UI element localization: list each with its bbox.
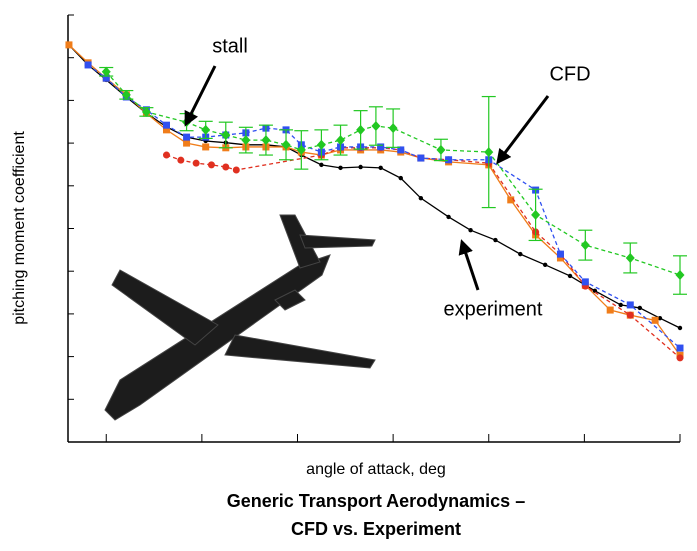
point bbox=[678, 326, 682, 330]
point bbox=[65, 41, 72, 48]
point bbox=[677, 354, 684, 361]
x-axis-label: angle of attack, deg bbox=[306, 461, 446, 478]
point bbox=[163, 152, 170, 159]
annotation: stall bbox=[212, 35, 248, 57]
point bbox=[419, 196, 423, 200]
point bbox=[389, 123, 398, 133]
point bbox=[626, 253, 635, 263]
point bbox=[371, 121, 380, 131]
point bbox=[543, 263, 547, 267]
point bbox=[557, 251, 564, 258]
point bbox=[163, 122, 170, 129]
point bbox=[518, 252, 522, 256]
point bbox=[193, 160, 200, 167]
annotation: CFD bbox=[549, 63, 590, 85]
stabilizer bbox=[300, 235, 375, 248]
point bbox=[676, 270, 685, 280]
point bbox=[652, 317, 659, 324]
chart: angle of attack, deg pitching moment coe… bbox=[0, 0, 697, 551]
point bbox=[377, 143, 384, 150]
point bbox=[484, 147, 493, 157]
point bbox=[338, 166, 342, 170]
point bbox=[222, 164, 229, 171]
annotation-arrow bbox=[462, 242, 478, 290]
point bbox=[446, 215, 450, 219]
point bbox=[493, 238, 497, 242]
chart-title: CFD vs. Experiment bbox=[291, 519, 461, 539]
point bbox=[183, 134, 190, 141]
point bbox=[638, 306, 642, 310]
wing-right bbox=[225, 335, 375, 368]
annotation: experiment bbox=[444, 298, 543, 320]
point bbox=[619, 303, 623, 307]
point bbox=[531, 210, 540, 220]
point bbox=[607, 307, 614, 314]
point bbox=[317, 140, 326, 150]
point bbox=[582, 278, 589, 285]
point bbox=[183, 140, 190, 147]
y-axis-label: pitching moment coefficient bbox=[11, 131, 28, 325]
chart-title: Generic Transport Aerodynamics – bbox=[227, 491, 525, 511]
point bbox=[201, 125, 210, 135]
point bbox=[319, 163, 323, 167]
point bbox=[208, 161, 215, 168]
point bbox=[85, 61, 92, 68]
point bbox=[378, 166, 382, 170]
series-line bbox=[106, 72, 680, 275]
point bbox=[399, 176, 403, 180]
point bbox=[358, 165, 362, 169]
point bbox=[436, 145, 445, 155]
point bbox=[677, 345, 684, 352]
point bbox=[568, 274, 572, 278]
point bbox=[202, 143, 209, 150]
point bbox=[627, 301, 634, 308]
point bbox=[417, 155, 424, 162]
point bbox=[627, 312, 634, 319]
point bbox=[581, 240, 590, 250]
point bbox=[468, 228, 472, 232]
annotation-arrow bbox=[498, 96, 548, 162]
point bbox=[177, 157, 184, 164]
wing-left bbox=[112, 270, 218, 345]
point bbox=[445, 156, 452, 163]
airplane-illustration bbox=[105, 215, 375, 420]
annotation-arrow bbox=[186, 66, 215, 124]
point bbox=[356, 125, 365, 135]
point bbox=[233, 167, 240, 174]
fuselage bbox=[105, 255, 330, 420]
